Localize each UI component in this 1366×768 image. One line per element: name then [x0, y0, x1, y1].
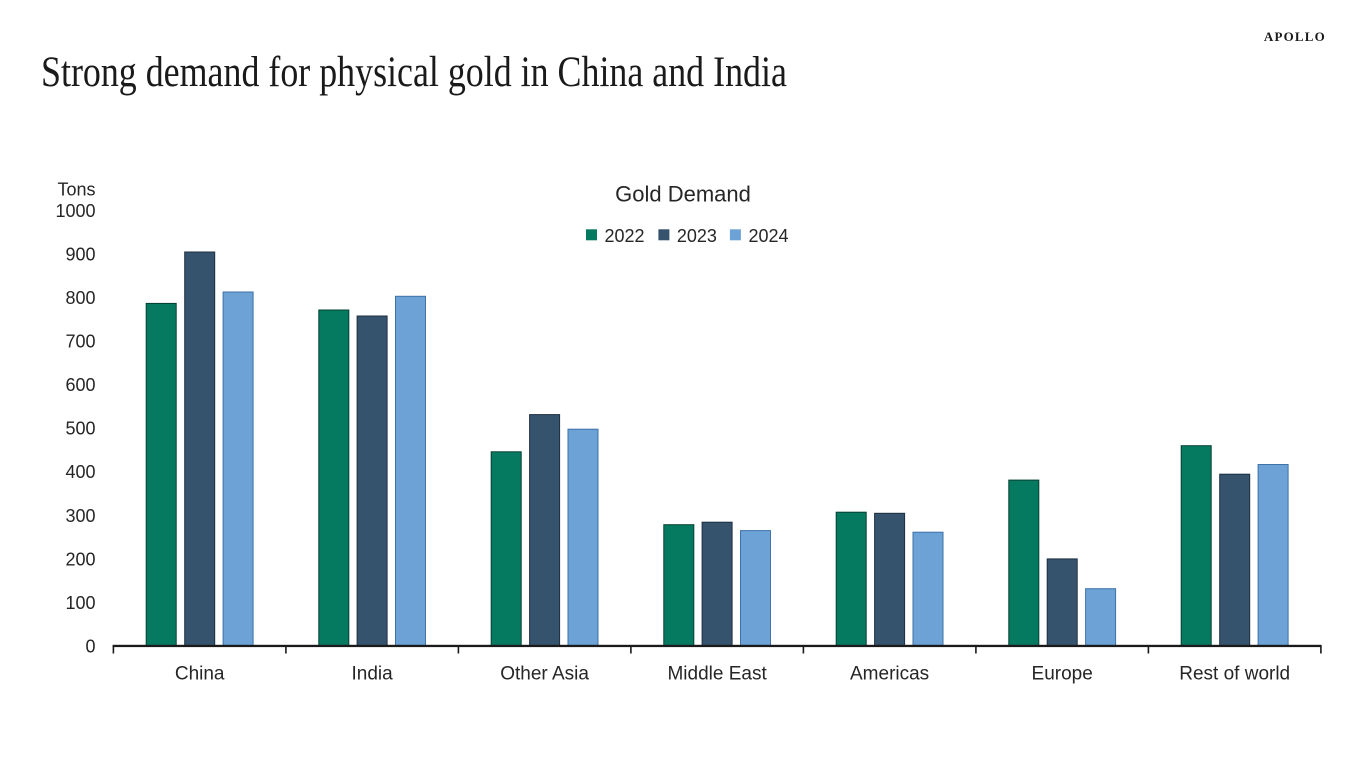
svg-text:India: India: [351, 664, 393, 685]
svg-text:Rest of world: Rest of world: [1179, 664, 1290, 685]
svg-text:100: 100: [65, 593, 95, 613]
svg-text:Americas: Americas: [850, 664, 929, 685]
svg-text:800: 800: [65, 288, 95, 308]
svg-text:500: 500: [65, 419, 95, 439]
svg-text:900: 900: [65, 245, 95, 265]
svg-text:Tons: Tons: [57, 179, 95, 199]
svg-text:300: 300: [65, 506, 95, 526]
svg-text:200: 200: [65, 549, 95, 569]
svg-text:600: 600: [65, 375, 95, 395]
svg-text:700: 700: [65, 332, 95, 352]
svg-text:Middle East: Middle East: [667, 664, 767, 685]
svg-text:2024: 2024: [749, 226, 789, 246]
svg-text:1000: 1000: [55, 201, 95, 221]
svg-text:Europe: Europe: [1032, 664, 1093, 685]
svg-text:0: 0: [85, 636, 95, 656]
svg-text:2023: 2023: [677, 226, 717, 246]
svg-text:400: 400: [65, 462, 95, 482]
svg-text:China: China: [175, 664, 225, 685]
svg-text:Other Asia: Other Asia: [500, 664, 589, 685]
svg-text:Gold Demand: Gold Demand: [615, 182, 751, 207]
svg-text:2022: 2022: [605, 226, 645, 246]
